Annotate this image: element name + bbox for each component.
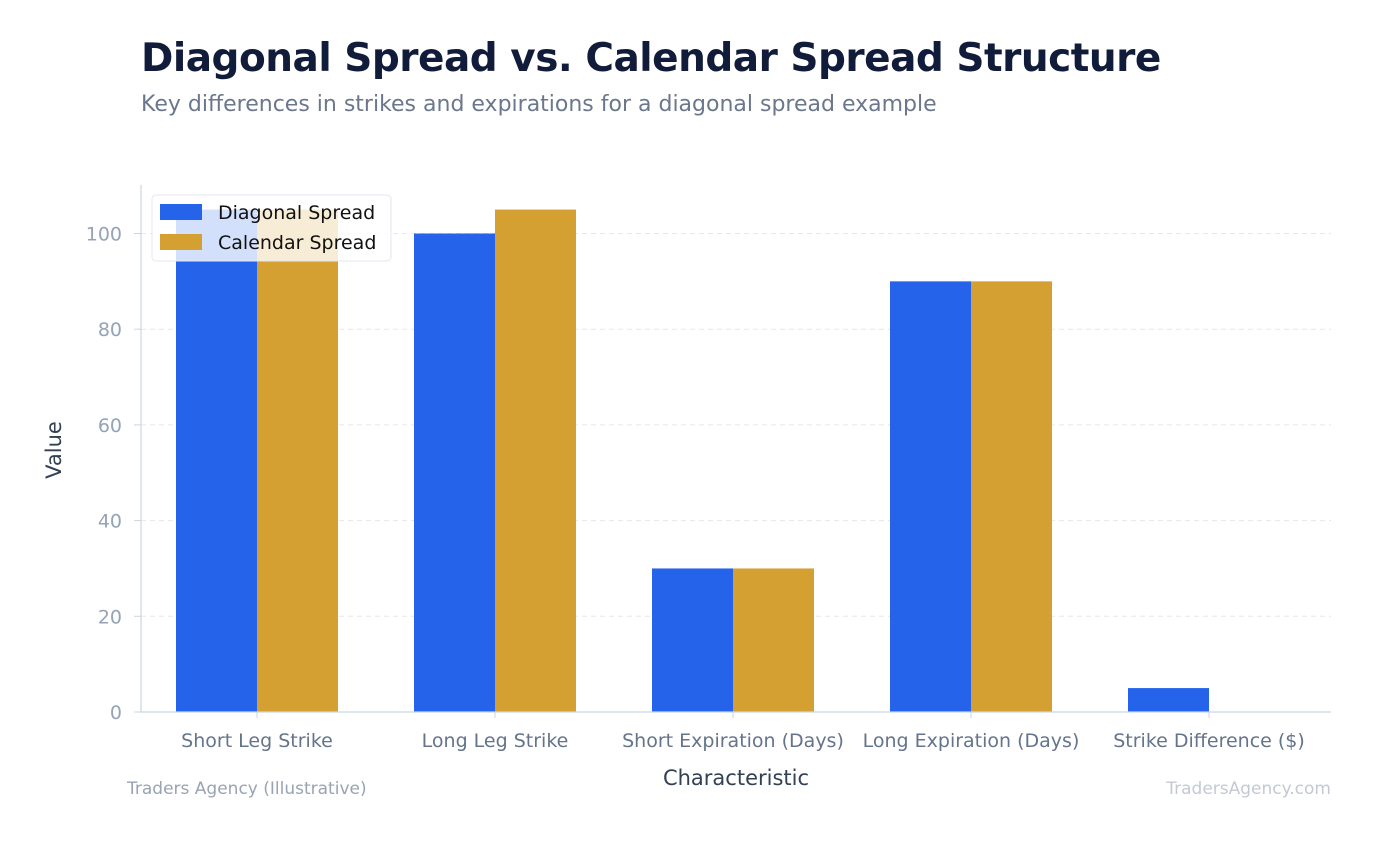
source-note: Traders Agency (Illustrative) <box>127 779 367 799</box>
calendar-bar <box>257 209 338 712</box>
axes <box>140 185 1331 713</box>
calendar-bar <box>733 568 814 712</box>
diagonal-bar <box>1128 688 1209 712</box>
y-tick-label: 20 <box>98 606 122 628</box>
y-tick-label: 60 <box>98 415 122 437</box>
legend-swatch <box>160 204 202 220</box>
diagonal-bar <box>414 233 495 712</box>
legend-swatch <box>160 234 202 250</box>
x-axis-label: Characteristic <box>663 766 809 790</box>
x-tick-label: Long Leg Strike <box>422 730 569 752</box>
x-tick-labels: Short Leg Strike Long Leg Strike Short Exp… <box>181 712 1305 752</box>
y-axis-label: Value <box>42 421 66 479</box>
x-tick-label: Strike Difference ($) <box>1113 730 1305 752</box>
chart-subtitle: Key differences in strikes and expiratio… <box>141 92 937 117</box>
legend: Diagonal Spread Calendar Spread <box>151 194 392 262</box>
legend-label: Diagonal Spread <box>218 202 375 224</box>
x-tick-label: Short Expiration (Days) <box>622 730 844 752</box>
site-watermark: TradersAgency.com <box>1166 779 1331 799</box>
diagonal-bar <box>890 281 971 712</box>
chart-title: Diagonal Spread vs. Calendar Spread Stru… <box>141 36 1161 81</box>
y-tick-label: 40 <box>98 511 122 533</box>
legend-label: Calendar Spread <box>218 232 376 254</box>
legend-box <box>151 194 392 262</box>
bars <box>176 209 1209 712</box>
y-tick-label: 80 <box>98 319 122 341</box>
y-tick-labels: 0 20 40 60 80 100 <box>86 224 141 724</box>
y-tick-label: 100 <box>86 224 122 246</box>
calendar-bar <box>971 281 1052 712</box>
calendar-bar <box>495 209 576 712</box>
x-tick-label: Short Leg Strike <box>181 730 333 752</box>
diagonal-bar <box>176 209 257 712</box>
diagonal-bar <box>652 568 733 712</box>
y-tick-label: 0 <box>110 702 122 724</box>
x-tick-label: Long Expiration (Days) <box>863 730 1080 752</box>
